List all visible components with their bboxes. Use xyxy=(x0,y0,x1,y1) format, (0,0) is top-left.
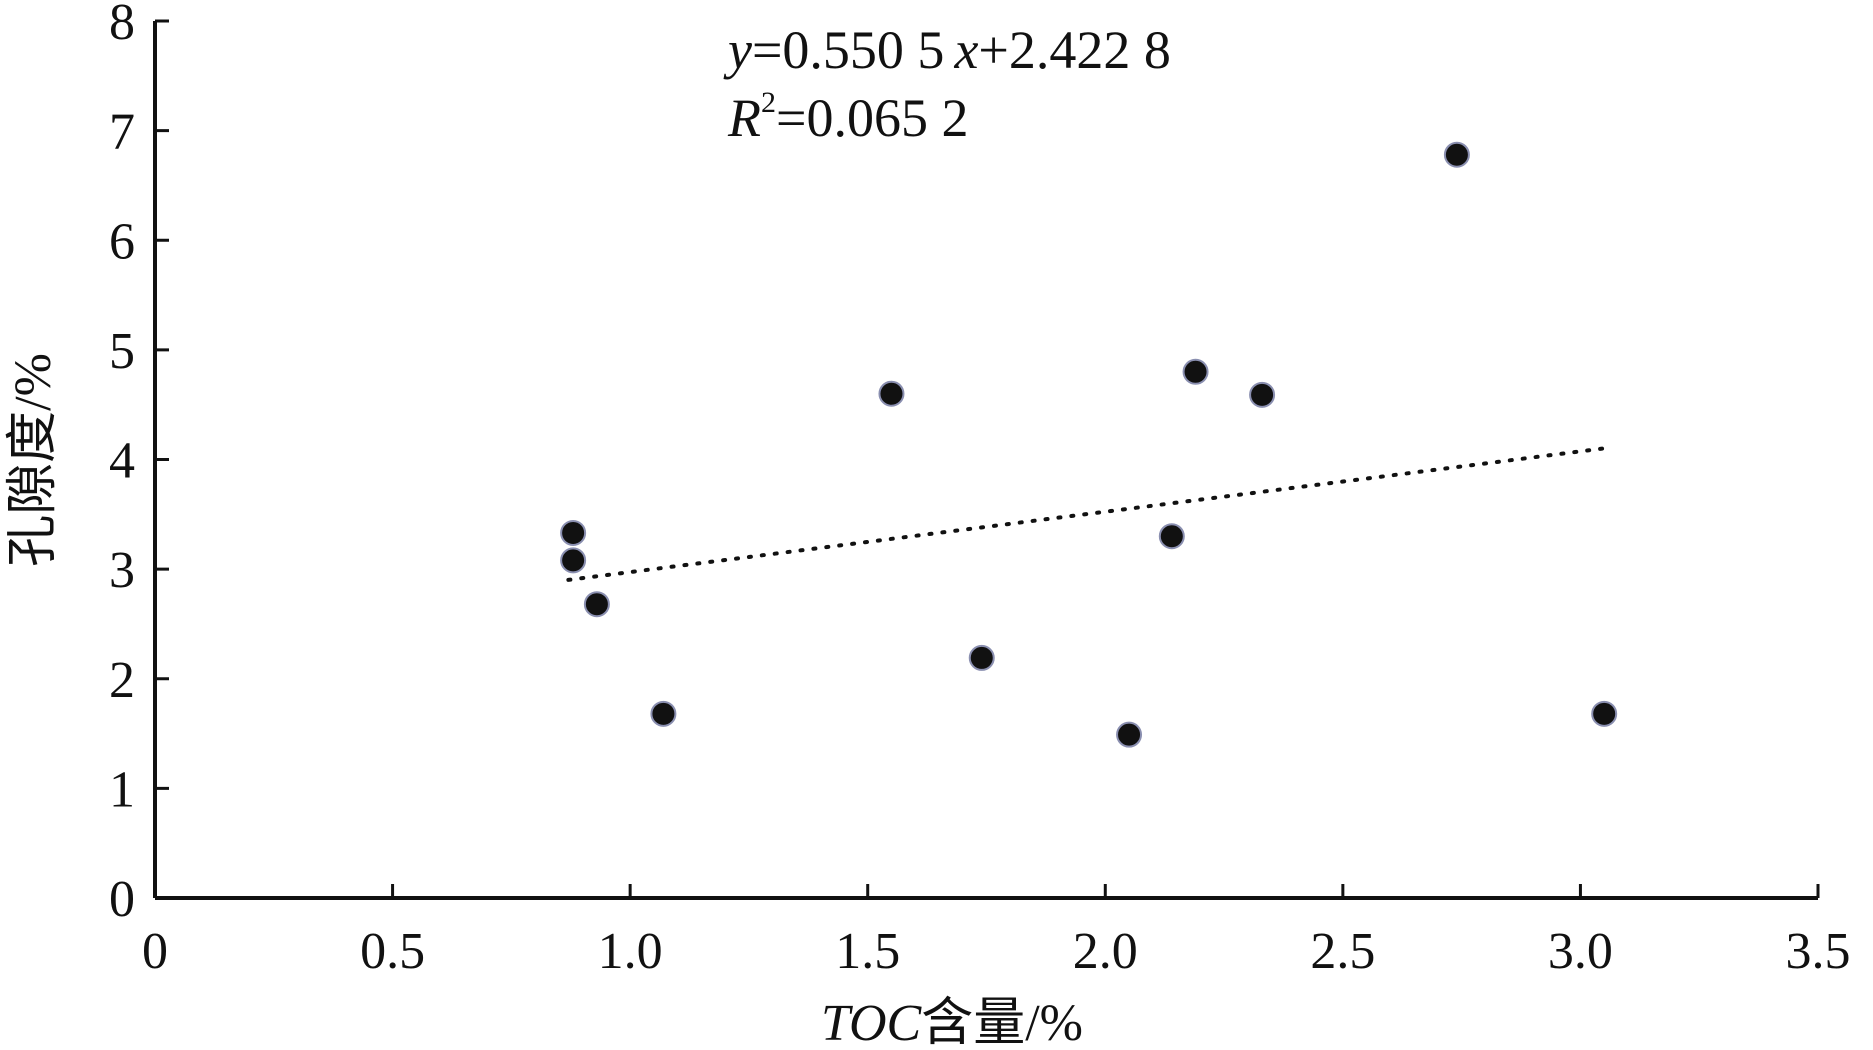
data-point xyxy=(560,547,587,574)
y-tick-label: 3 xyxy=(109,542,135,599)
r-squared: R2=0.065 2 xyxy=(727,86,968,148)
data-point xyxy=(1443,141,1470,168)
data-point xyxy=(1116,721,1143,748)
data-point xyxy=(1249,381,1276,408)
data-point xyxy=(560,519,587,546)
y-tick-label: 6 xyxy=(109,213,135,270)
r-squared-value: =0.065 2 xyxy=(776,88,968,148)
x-tick-label: 2.0 xyxy=(1073,923,1138,980)
y-tick-label: 0 xyxy=(109,871,135,928)
y-tick-label: 7 xyxy=(109,104,135,161)
data-point xyxy=(1158,523,1185,550)
x-axis-ticks: 0 0.5 1.0 1.5 2.0 2.5 3.0 3.5 xyxy=(142,884,1851,980)
data-point xyxy=(968,644,995,671)
y-tick-label: 4 xyxy=(109,433,135,490)
equation-y-var: y xyxy=(723,20,752,80)
x-tick-label: 0.5 xyxy=(360,923,425,980)
data-point xyxy=(1182,358,1209,385)
y-tick-label: 2 xyxy=(109,652,135,709)
axes xyxy=(153,21,1818,900)
x-tick-label: 2.5 xyxy=(1310,923,1375,980)
y-tick-label: 5 xyxy=(109,323,135,380)
x-axis-title-var: TOC xyxy=(821,995,923,1050)
y-tick-label: 8 xyxy=(109,0,135,51)
data-point xyxy=(583,591,610,618)
x-axis-title-rest: 含量/% xyxy=(921,995,1083,1050)
r-squared-base: R xyxy=(727,88,761,148)
equation-end: +2.422 8 xyxy=(978,20,1170,80)
trendline-group xyxy=(566,446,1607,582)
equation-mid: =0.550 5 xyxy=(752,20,944,80)
r-squared-sup: 2 xyxy=(761,86,776,119)
equation-x-var: x xyxy=(953,20,978,80)
x-axis-title: TOC含量/% xyxy=(821,995,1083,1050)
data-point xyxy=(650,700,677,727)
data-point xyxy=(878,380,905,407)
x-tick-label: 1.0 xyxy=(598,923,663,980)
y-axis-ticks: 0 1 2 3 4 5 6 7 8 xyxy=(109,0,169,928)
x-tick-label: 1.5 xyxy=(835,923,900,980)
x-tick-label: 0 xyxy=(142,923,168,980)
x-tick-label: 3.5 xyxy=(1786,923,1851,980)
data-point xyxy=(1591,700,1618,727)
trendline xyxy=(566,446,1607,582)
x-tick-label: 3.0 xyxy=(1548,923,1613,980)
data-points xyxy=(560,141,1618,748)
regression-equation: y=0.550 5 x+2.422 8 xyxy=(723,20,1171,80)
y-axis-title: 孔隙度/% xyxy=(5,353,62,567)
y-tick-label: 1 xyxy=(109,761,135,818)
